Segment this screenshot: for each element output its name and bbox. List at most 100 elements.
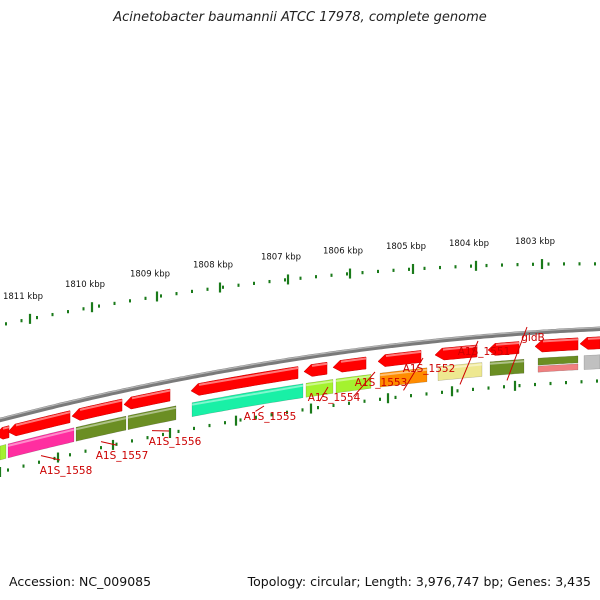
scale-dot (113, 301, 116, 306)
gene-block (75, 415, 127, 442)
gene-block-highlight (127, 406, 177, 419)
scale-dot (224, 421, 226, 425)
gene-label: A1S_1555 (244, 411, 297, 423)
scale-dot (5, 322, 7, 326)
scale-dot (175, 292, 178, 296)
scale-major-tick (513, 380, 517, 391)
gene-label: A1S_1554 (308, 392, 361, 404)
scale-major-tick (155, 291, 159, 302)
scale-major-tick (540, 259, 544, 270)
scale-dot (534, 382, 536, 387)
scale-major-tick (286, 274, 290, 285)
scale-dot (423, 266, 426, 270)
cds-arrow-highlight (340, 357, 367, 363)
scale-dot (472, 387, 474, 391)
scale-dot (301, 408, 304, 412)
cds-track (0, 336, 600, 440)
scale-dot (580, 380, 583, 384)
scale-label: 1809 kbp (130, 269, 170, 279)
scale-dot (410, 394, 412, 398)
gene-leader-line (403, 357, 424, 391)
scale-dot (7, 468, 9, 472)
scale-dot (379, 397, 381, 401)
scale-label: 1806 kbp (323, 247, 363, 257)
gene-block (191, 383, 304, 418)
scale-dot (20, 319, 23, 323)
scale-label: 1805 kbp (386, 242, 426, 252)
scale-dot (36, 315, 38, 320)
scale-dot (363, 399, 366, 403)
scale-label: 1807 kbp (261, 252, 301, 262)
scale-dot (315, 275, 317, 279)
gene-block (0, 444, 7, 461)
scale-dot (518, 384, 521, 388)
scale-dot (191, 289, 193, 294)
scale-dot (532, 262, 534, 266)
gene-label: A1S_1556 (149, 436, 202, 448)
gene-leader-line (319, 386, 329, 402)
scale-dot (129, 299, 131, 303)
cds-arrow-highlight (542, 338, 579, 343)
scale-dot (425, 392, 428, 396)
scale-dot (485, 263, 488, 268)
gene-block (437, 362, 483, 381)
cds-arrow (71, 398, 123, 421)
scale-dot (286, 410, 288, 414)
gene-label: A1S_1557 (96, 450, 149, 462)
scale-dot (237, 283, 240, 287)
scale-dot (394, 395, 397, 400)
gene-block-highlight (305, 380, 334, 387)
scale-major-tick (474, 260, 478, 271)
scale-dot (268, 279, 271, 284)
gene-leader-line (100, 441, 117, 446)
gene-label: A1S_1552 (403, 363, 456, 375)
scale-labels: 1811 kbp 1810 kbp 1809 kbp 1808 kbp 1807 kbp… (3, 237, 555, 302)
cds-arrow (190, 366, 299, 396)
cds-arrow (579, 336, 600, 350)
scale-dot (549, 381, 552, 386)
scale-dot (38, 460, 40, 464)
cds-arrow (303, 361, 328, 377)
scale-dot (193, 426, 195, 431)
gene-block (583, 354, 600, 370)
gene-label: gidB (521, 332, 544, 344)
scale-major-tick (90, 302, 94, 313)
cds-arrow-highlight (131, 389, 171, 400)
scale-label: 1808 kbp (193, 261, 233, 271)
gene-block (305, 379, 334, 398)
gene-track (0, 354, 600, 461)
scale-major-tick (28, 313, 32, 324)
scale-dot (100, 446, 102, 450)
scale-dot (131, 439, 133, 443)
scale-dot (98, 304, 100, 308)
cds-arrow (123, 388, 171, 410)
scale-label: 1804 kbp (449, 239, 489, 249)
scale-dot (565, 381, 567, 385)
gene-leader-line (255, 405, 265, 412)
scale-label: 1811 kbp (3, 292, 43, 302)
gene-label: A1S_1558 (40, 465, 93, 477)
scale-dot (84, 449, 87, 453)
scale-major-tick (348, 268, 352, 279)
scale-dot (51, 312, 54, 317)
cds-arrow-highlight (198, 367, 299, 386)
scale-label: 1803 kbp (515, 237, 555, 247)
scale-dot (177, 429, 180, 434)
scale-dot (392, 268, 395, 272)
gene-block (7, 427, 75, 459)
scale-dot (596, 379, 598, 383)
accession-text: Accession: NC_009085 (9, 574, 152, 589)
scale-major-tick (111, 439, 115, 450)
gene-block (379, 367, 428, 388)
gene-block-highlight (379, 368, 428, 377)
scale-dot (208, 423, 211, 428)
backbone-line (0, 326, 600, 423)
cds-arrow-highlight (311, 362, 328, 367)
scale-dot (563, 262, 565, 266)
scale-dot (456, 389, 459, 393)
cds-arrow-highlight (15, 411, 71, 427)
scale-dot (439, 265, 441, 270)
gene-block (335, 374, 372, 394)
cds-arrow (0, 425, 10, 440)
